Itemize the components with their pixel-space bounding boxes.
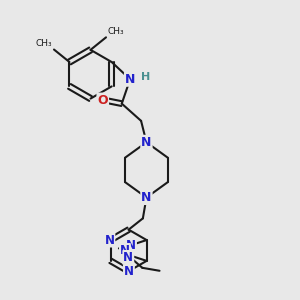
Text: N: N bbox=[126, 239, 136, 252]
Text: N: N bbox=[141, 191, 152, 204]
Text: N: N bbox=[125, 73, 135, 86]
Text: N: N bbox=[120, 244, 130, 257]
Text: N: N bbox=[123, 251, 133, 264]
Text: N: N bbox=[124, 266, 134, 278]
Text: N: N bbox=[104, 234, 114, 247]
Text: N: N bbox=[141, 136, 152, 149]
Text: CH₃: CH₃ bbox=[108, 27, 124, 36]
Text: H: H bbox=[141, 72, 150, 82]
Text: O: O bbox=[98, 94, 108, 106]
Text: CH₃: CH₃ bbox=[36, 39, 52, 48]
